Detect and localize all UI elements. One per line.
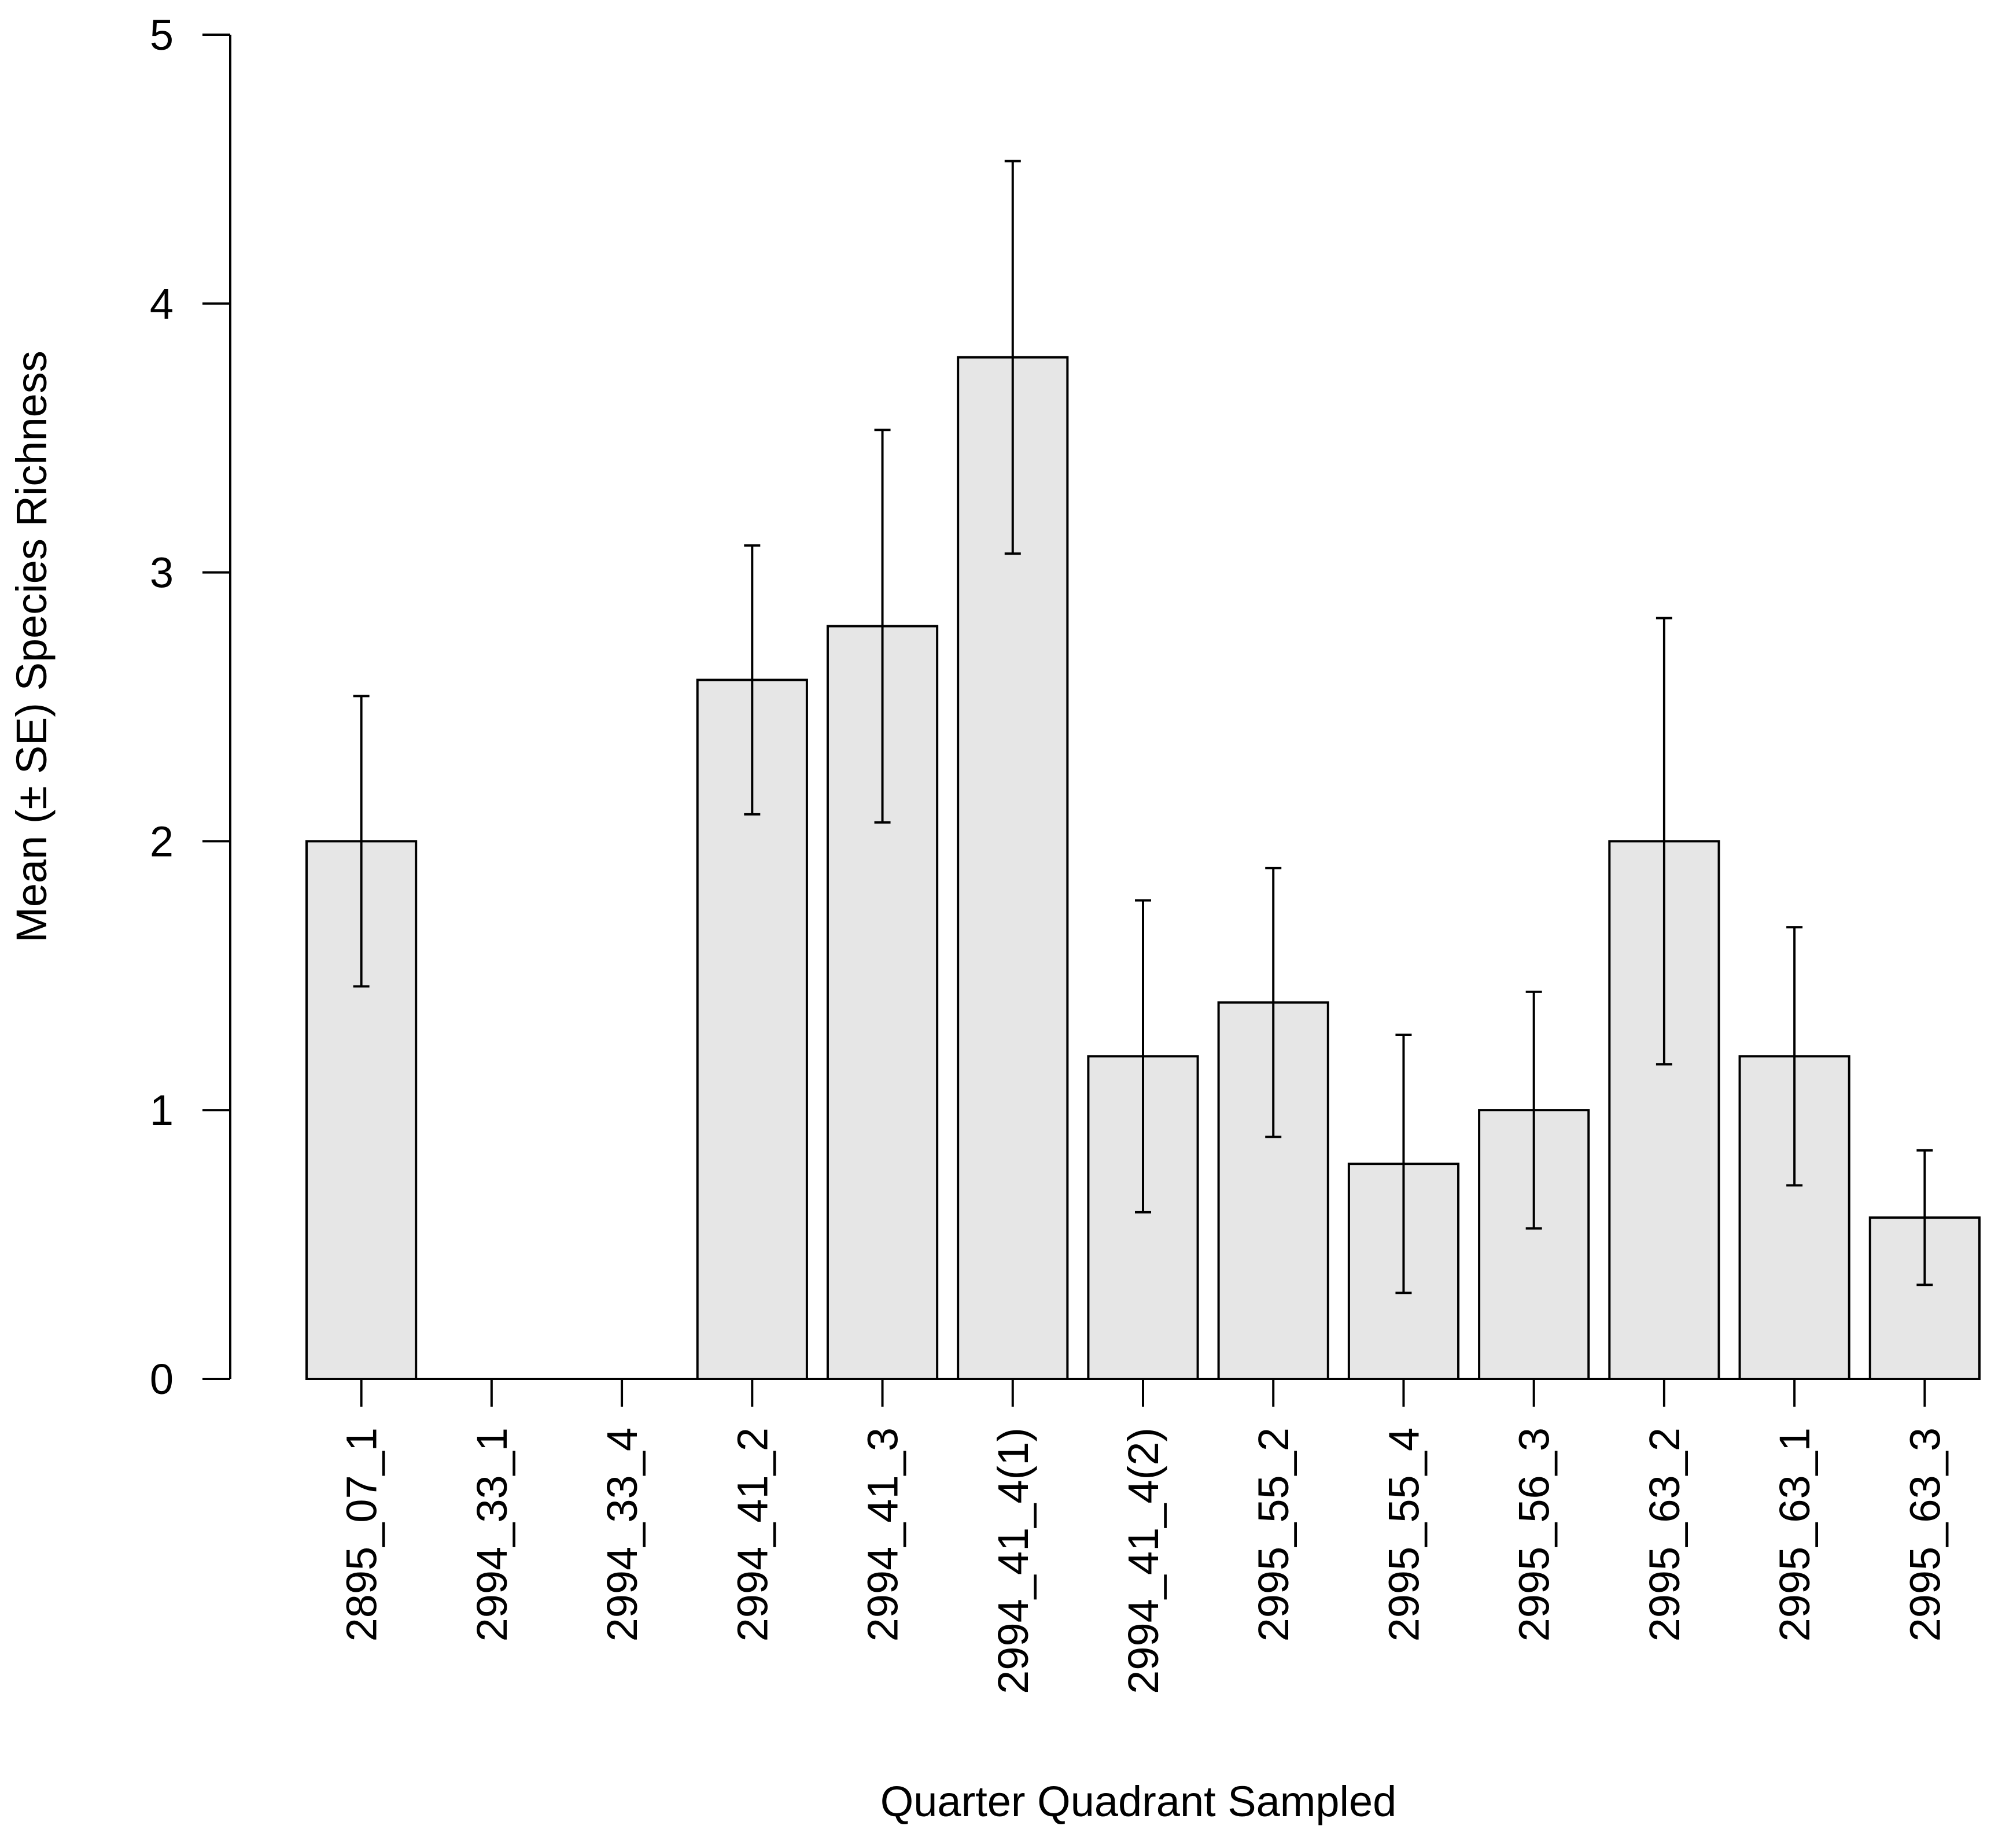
x-tick-label: 2995_63_2 [1640,1428,1688,1642]
x-axis-label: Quarter Quadrant Sampled [880,1777,1397,1825]
x-tick-label: 2994_33_1 [468,1428,516,1642]
x-tick-label: 2994_41_4(1) [989,1428,1037,1694]
x-tick-label: 2995_63_1 [1771,1428,1819,1642]
x-tick-label: 2995_63_3 [1901,1428,1949,1642]
x-tick-label: 2895_07_1 [338,1428,386,1642]
y-tick-label: 5 [150,11,174,59]
x-tick-label: 2994_33_4 [598,1428,646,1642]
x-tick-label: 2994_41_4(2) [1119,1428,1167,1694]
x-tick-label: 2994_41_2 [728,1428,776,1642]
bars [305,160,1981,1381]
y-tick-label: 3 [150,549,174,597]
x-tick-label: 2995_55_2 [1249,1428,1297,1642]
x-axis: 2895_07_1 2994_33_1 2994_33_4 2994_41_2 2994… [338,1378,1949,1694]
x-tick-label: 2995_55_4 [1380,1428,1428,1642]
y-tick-label: 1 [150,1086,174,1134]
y-tick-label: 0 [150,1355,174,1403]
y-axis: 0 1 2 3 4 5 [150,11,231,1403]
x-tick-label: 2994_41_3 [859,1428,907,1642]
y-axis-label: Mean (± SE) Species Richness [8,351,56,943]
y-tick-label: 4 [150,280,174,328]
y-tick-label: 2 [150,817,174,865]
x-tick-label: 2995_56_3 [1510,1428,1558,1642]
